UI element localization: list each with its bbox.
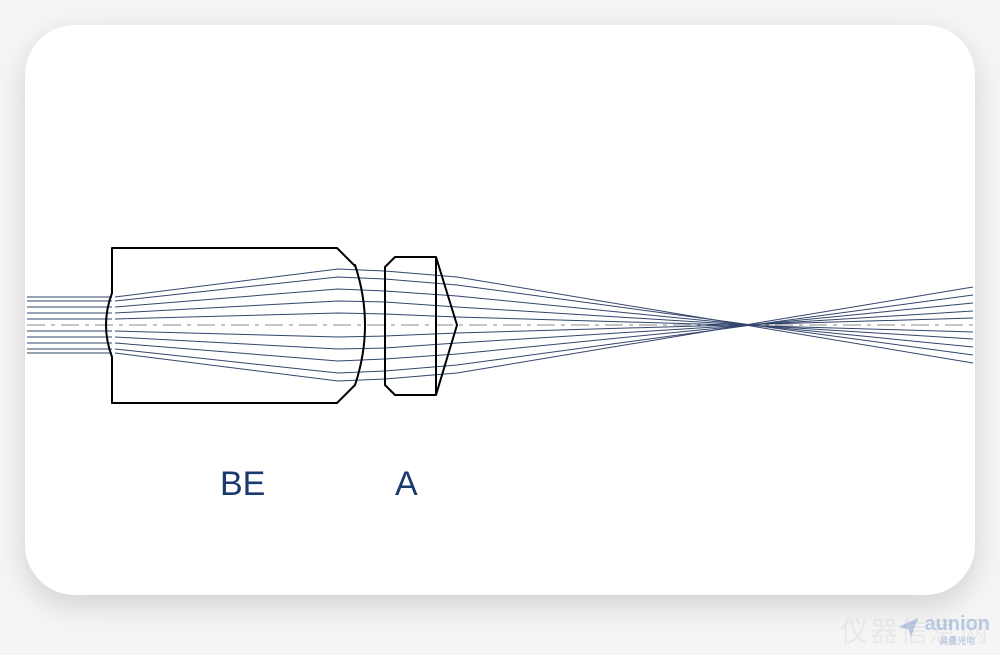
diagram-card: BE A xyxy=(25,25,975,595)
paper-plane-icon xyxy=(896,615,920,645)
label-beam-expander: BE xyxy=(220,465,265,504)
label-axicon: A xyxy=(395,465,418,504)
optical-diagram-svg xyxy=(25,25,975,595)
watermark-logo: aunion 昊量光电 xyxy=(896,613,990,647)
watermark-text: aunion xyxy=(924,613,990,636)
